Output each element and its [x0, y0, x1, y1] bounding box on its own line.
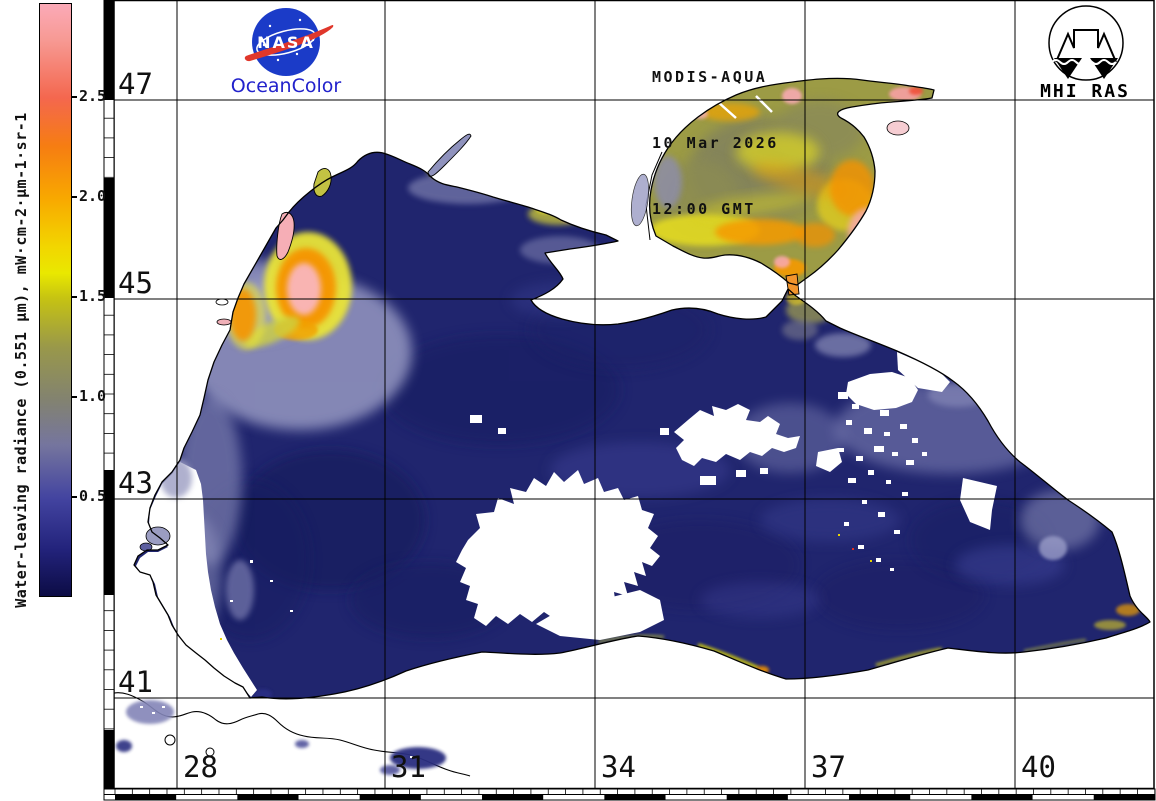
lon-label: 31 — [391, 752, 426, 782]
acquisition-date: 10 Mar 2026 — [652, 132, 779, 154]
colorbar-tick — [71, 196, 77, 198]
bottom-degree-ruler — [104, 789, 1155, 800]
colorbar-gradient — [39, 3, 72, 597]
acquisition-info: MODIS-AQUA 10 Mar 2026 12:00 GMT — [652, 22, 779, 264]
acquisition-time: 12:00 GMT — [652, 198, 779, 220]
map-canvas: NASA OceanColor MHI RAS — [0, 0, 1156, 801]
lon-label: 37 — [811, 752, 846, 782]
nasa-wordmark: NASA — [257, 33, 315, 52]
lon-label: 28 — [183, 752, 218, 782]
oceancolor-label: OceanColor — [231, 75, 342, 97]
colorbar-tick — [71, 96, 77, 98]
colorbar-tick-label: 1.0 — [79, 389, 106, 404]
ocean-color-map-product: NASA OceanColor MHI RAS 2.52.01.51.00.5 … — [0, 0, 1156, 801]
colorbar-tick-label: 2.5 — [79, 89, 106, 104]
colorbar-axis-label: Water-leaving radiance (0.551 μm), mW·cm… — [12, 112, 30, 608]
mhi-logo-circle — [1049, 6, 1123, 80]
colorbar-tick-label: 1.5 — [79, 289, 106, 304]
sensor-name: MODIS-AQUA — [652, 66, 779, 88]
colorbar-tick-label: 2.0 — [79, 189, 106, 204]
lat-label: 45 — [118, 268, 153, 298]
mhi-ras-label: MHI RAS — [1040, 81, 1130, 102]
lon-label: 34 — [601, 752, 636, 782]
lat-label: 41 — [118, 667, 153, 697]
colorbar-tick — [71, 296, 77, 298]
colorbar-tick-label: 0.5 — [79, 489, 106, 504]
colorbar-tick — [71, 496, 77, 498]
lon-label: 40 — [1021, 752, 1056, 782]
lat-label: 47 — [118, 69, 153, 99]
lat-label: 43 — [118, 468, 153, 498]
colorbar-tick — [71, 396, 77, 398]
